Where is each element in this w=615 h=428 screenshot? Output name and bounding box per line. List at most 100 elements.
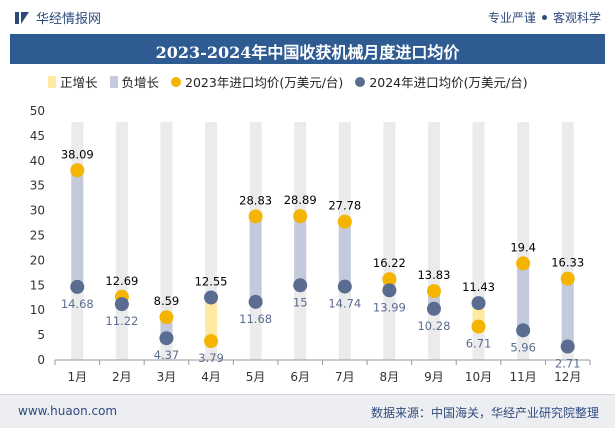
point-2023 [248,209,263,224]
data-label-2023: 38.09 [61,147,94,161]
negative-growth-bar [71,170,84,287]
data-label-2024: 4.37 [154,348,180,362]
y-tick-label: 50 [30,104,45,118]
point-2024 [204,290,219,305]
data-label-2023: 28.89 [284,193,317,207]
x-tick-label: 6月 [290,370,310,384]
y-tick-label: 35 [30,179,45,193]
legend-negative-swatch [109,75,118,88]
chart-legend: 正增长 负增长 2023年进口均价(万美元/台) 2024年进口均价(万美元/台… [48,72,540,91]
legend-2024-swatch [355,76,366,87]
data-label-2023: 13.83 [417,268,450,282]
tagline-left: 专业严谨 [487,11,536,25]
negative-growth-bar [561,278,574,347]
point-2024 [293,278,308,293]
x-tick-label: 7月 [335,370,355,384]
y-tick-label: 15 [30,278,45,292]
data-label-2023: 16.33 [551,256,584,270]
tagline-right: 客观科学 [552,11,601,25]
point-2023 [337,214,352,229]
point-2023 [204,334,219,349]
point-2023 [471,319,486,334]
point-2023 [382,272,397,287]
legend-2023-swatch [171,76,182,87]
data-label-2023: 3.79 [198,351,224,365]
point-2023 [159,310,174,325]
point-2024 [114,297,129,312]
x-tick-label: 4月 [201,370,221,384]
y-tick-label: 20 [30,253,45,267]
tagline: 专业严谨 客观科学 [488,9,601,26]
y-tick-label: 25 [30,229,45,243]
footer-source: 数据来源：中国海关，华经产业研究院整理 [370,406,599,420]
point-2024 [516,323,531,338]
tagline-dot-icon [541,15,547,20]
x-tick-label: 3月 [157,370,177,384]
data-label-2024: 11.22 [105,314,138,328]
point-2024 [159,331,174,346]
x-tick-label: 12月 [554,370,581,384]
point-2024 [382,283,397,298]
legend-positive-swatch [48,75,56,88]
column-stripe-3 [160,122,173,360]
y-tick-label: 45 [30,129,45,143]
x-tick-label: 9月 [424,370,444,384]
legend-item-2023: 2023年进口均价(万美元/台) [171,72,343,91]
negative-growth-bar [249,216,262,302]
data-label-2023: 27.78 [328,199,361,213]
chart-title: 2023-2024年中国收获机械月度进口均价 [155,43,460,62]
data-label-2023: 28.83 [239,193,272,207]
negative-growth-bar [338,221,351,287]
data-label-2024: 2.71 [555,357,581,371]
data-label-2024: 14.74 [328,297,361,311]
y-tick-label: 30 [30,204,45,218]
data-label-2023: 12.69 [105,274,138,288]
data-label-2023: 16.22 [373,256,406,270]
x-tick-label: 8月 [380,370,400,384]
legend-label-2023: 2023年进口均价(万美元/台) [185,75,344,90]
point-2023 [293,209,308,224]
negative-growth-bar [517,263,530,331]
data-label-2024: 11.43 [462,280,495,294]
column-stripe-8 [383,122,396,360]
x-tick-label: 5月 [246,370,266,384]
footer-site: www.huaon.com [18,404,118,418]
data-label-2024: 14.68 [61,297,94,311]
data-label-2023: 6.71 [466,337,492,351]
point-2024 [426,301,441,316]
point-2023 [560,271,575,286]
y-tick-label: 10 [30,303,45,317]
data-label-2023: 19.4 [510,240,536,254]
data-label-2024: 11.68 [239,312,272,326]
brand: 华经情报网 [14,8,101,27]
data-label-2023: 8.59 [154,294,180,308]
point-2023 [516,256,531,271]
brand-name: 华经情报网 [36,12,102,27]
point-2024 [248,294,263,309]
point-2024 [471,296,486,311]
title-bar: 2023-2024年中国收获机械月度进口均价 [10,34,605,64]
legend-item-positive: 正增长 [48,72,98,91]
x-tick-label: 10月 [465,370,492,384]
data-label-2024: 13.99 [373,300,406,314]
legend-label-positive: 正增长 [60,75,98,90]
positive-growth-bar [205,297,218,342]
y-tick-label: 0 [37,353,45,367]
y-tick-label: 40 [30,154,45,168]
legend-label-negative: 负增长 [121,75,160,90]
data-label-2024: 10.28 [417,319,450,333]
point-2023 [426,284,441,299]
point-2024 [560,339,575,354]
point-2024 [337,279,352,294]
chart-plot: 0 5 10 15 20 25 30 35 40 45 50 1月 2月 3月 4月 5月 6月 7月 8月 9月 10… [30,104,591,384]
x-tick-label: 2月 [112,370,132,384]
x-tick-label: 1月 [67,370,87,384]
x-tick-label: 11月 [509,370,536,384]
top-bar: 华经情报网 专业严谨 客观科学 [0,0,615,34]
data-label-2024: 15 [293,295,308,309]
legend-label-2024: 2024年进口均价(万美元/台) [369,75,528,90]
legend-item-2024: 2024年进口均价(万美元/台) [355,72,528,91]
point-2024 [70,279,85,294]
point-2023 [70,163,85,178]
data-label-2024: 12.55 [195,275,228,289]
